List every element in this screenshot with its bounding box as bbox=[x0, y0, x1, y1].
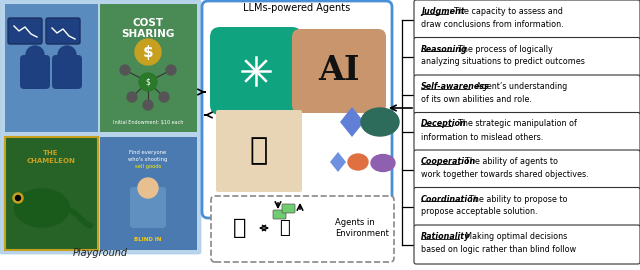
Ellipse shape bbox=[371, 154, 395, 171]
Text: Deception: Deception bbox=[421, 120, 467, 129]
Text: Coordination: Coordination bbox=[421, 194, 479, 204]
Text: COST: COST bbox=[132, 18, 164, 28]
Text: : The process of logically: : The process of logically bbox=[453, 45, 553, 53]
Text: Find everyone: Find everyone bbox=[129, 150, 166, 155]
Text: Judgment: Judgment bbox=[421, 7, 465, 16]
FancyBboxPatch shape bbox=[52, 55, 82, 89]
Circle shape bbox=[166, 65, 176, 75]
FancyBboxPatch shape bbox=[210, 27, 302, 115]
FancyBboxPatch shape bbox=[216, 110, 302, 192]
Text: : The capacity to assess and: : The capacity to assess and bbox=[449, 7, 563, 16]
Circle shape bbox=[159, 92, 169, 102]
FancyBboxPatch shape bbox=[0, 0, 201, 254]
Text: $: $ bbox=[145, 77, 150, 86]
Ellipse shape bbox=[15, 189, 70, 227]
Text: : The ability to propose to: : The ability to propose to bbox=[463, 194, 567, 204]
Polygon shape bbox=[340, 107, 364, 137]
FancyBboxPatch shape bbox=[414, 113, 640, 151]
FancyBboxPatch shape bbox=[414, 225, 640, 264]
Circle shape bbox=[26, 46, 44, 64]
Text: AI: AI bbox=[318, 55, 360, 87]
Text: based on logic rather than blind follow: based on logic rather than blind follow bbox=[421, 245, 576, 254]
FancyBboxPatch shape bbox=[5, 137, 98, 250]
FancyBboxPatch shape bbox=[282, 204, 295, 213]
FancyBboxPatch shape bbox=[100, 137, 197, 250]
Text: CHAMELEON: CHAMELEON bbox=[27, 158, 76, 164]
Circle shape bbox=[15, 195, 20, 201]
Text: $: $ bbox=[143, 45, 154, 59]
Circle shape bbox=[13, 193, 23, 203]
Circle shape bbox=[120, 65, 130, 75]
Text: Playground: Playground bbox=[72, 248, 127, 258]
FancyBboxPatch shape bbox=[20, 55, 50, 89]
Text: 🤖: 🤖 bbox=[280, 219, 291, 237]
Text: : Making optimal decisions: : Making optimal decisions bbox=[460, 232, 567, 241]
Text: 🦙: 🦙 bbox=[250, 137, 268, 166]
Text: Cooperation: Cooperation bbox=[421, 157, 476, 166]
Text: Reasoning: Reasoning bbox=[421, 45, 468, 53]
Circle shape bbox=[143, 100, 153, 110]
FancyBboxPatch shape bbox=[46, 18, 80, 44]
FancyBboxPatch shape bbox=[8, 18, 42, 44]
Text: THE: THE bbox=[44, 150, 59, 156]
FancyBboxPatch shape bbox=[273, 210, 286, 219]
FancyBboxPatch shape bbox=[211, 196, 394, 262]
Circle shape bbox=[58, 46, 76, 64]
Text: draw conclusions from information.: draw conclusions from information. bbox=[421, 20, 564, 29]
FancyBboxPatch shape bbox=[414, 187, 640, 227]
FancyBboxPatch shape bbox=[414, 75, 640, 114]
FancyBboxPatch shape bbox=[414, 150, 640, 189]
Text: analyzing situations to predict outcomes: analyzing situations to predict outcomes bbox=[421, 58, 585, 66]
Text: BLIND IN: BLIND IN bbox=[134, 237, 162, 242]
Circle shape bbox=[135, 39, 161, 65]
Polygon shape bbox=[330, 152, 346, 172]
Text: 🌍: 🌍 bbox=[234, 218, 246, 238]
Text: Initial Endowment: $10 each: Initial Endowment: $10 each bbox=[113, 120, 183, 125]
Circle shape bbox=[138, 178, 158, 198]
Circle shape bbox=[127, 92, 137, 102]
Text: : Agent’s understanding: : Agent’s understanding bbox=[470, 82, 567, 91]
Text: information to mislead others.: information to mislead others. bbox=[421, 133, 543, 141]
FancyBboxPatch shape bbox=[292, 29, 386, 113]
Text: propose acceptable solution.: propose acceptable solution. bbox=[421, 208, 538, 217]
FancyBboxPatch shape bbox=[130, 187, 166, 228]
Text: : The strategic manipulation of: : The strategic manipulation of bbox=[453, 120, 577, 129]
FancyBboxPatch shape bbox=[414, 0, 640, 39]
Text: LLMs-powered Agents: LLMs-powered Agents bbox=[243, 3, 351, 13]
Text: Rationality: Rationality bbox=[421, 232, 470, 241]
Text: Agents in
Environment: Agents in Environment bbox=[335, 218, 389, 238]
Text: work together towards shared objectives.: work together towards shared objectives. bbox=[421, 170, 589, 179]
FancyBboxPatch shape bbox=[5, 4, 98, 132]
FancyBboxPatch shape bbox=[414, 38, 640, 76]
Text: Self-awareness: Self-awareness bbox=[421, 82, 490, 91]
Ellipse shape bbox=[348, 154, 368, 170]
FancyBboxPatch shape bbox=[100, 4, 197, 132]
Circle shape bbox=[139, 73, 157, 91]
Text: : The ability of agents to: : The ability of agents to bbox=[460, 157, 558, 166]
Text: who's shooting: who's shooting bbox=[128, 157, 168, 162]
FancyBboxPatch shape bbox=[202, 1, 392, 218]
Ellipse shape bbox=[361, 108, 399, 136]
Text: of its own abilities and role.: of its own abilities and role. bbox=[421, 95, 532, 104]
Text: SHARING: SHARING bbox=[122, 29, 175, 39]
Text: sell goods: sell goods bbox=[135, 164, 161, 169]
